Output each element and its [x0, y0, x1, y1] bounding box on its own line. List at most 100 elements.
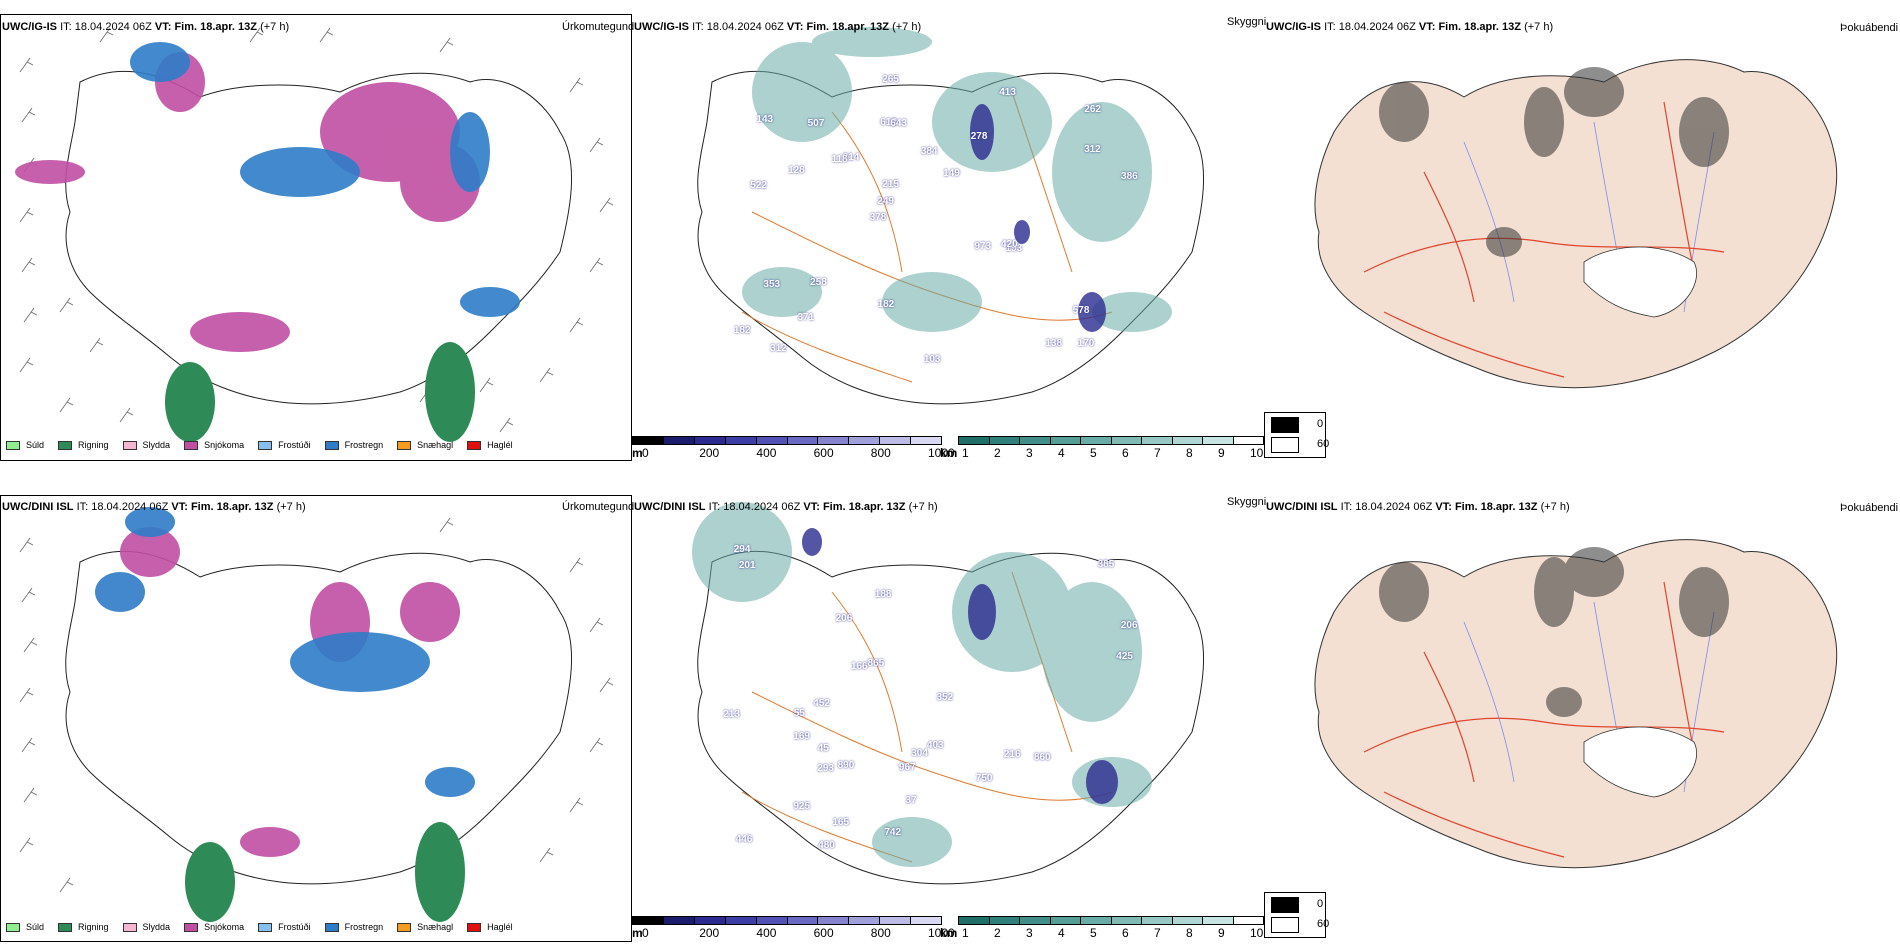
legend-label: Snjókoma	[204, 922, 245, 932]
cloud-base-label: 385	[1097, 558, 1115, 570]
cloud-base-label: 507	[807, 118, 825, 129]
legend-label: Rigning	[78, 440, 109, 450]
cloud-base-label: 304	[911, 747, 928, 759]
cloud-base-label: 55	[793, 708, 805, 720]
legend-swatch	[467, 922, 482, 932]
legend-swatch	[184, 440, 199, 450]
colorbar-cell	[849, 917, 881, 924]
legend-swatch	[184, 922, 199, 932]
legend-swatch	[258, 440, 273, 450]
colorbar-unit: km	[940, 926, 958, 940]
colorbar-tick: 1000	[928, 926, 955, 940]
colorbar-cell	[911, 917, 942, 924]
precip-title-bottom: Úrkomutegund	[562, 501, 635, 513]
legend-item: Snjókoma	[184, 922, 244, 932]
fog-panel-bottom: Þokuábendi	[1264, 492, 1900, 942]
wind-barbs	[19, 27, 614, 433]
cloud-base-label: 128	[788, 165, 805, 177]
colorbar-cell	[818, 917, 850, 924]
fog-legend-top: 0 60	[1264, 412, 1330, 458]
vt-value: Fim. 18.apr. 13Z	[174, 21, 257, 33]
header-fog-top: UWC/IG-IS IT: 18.04.2024 06Z VT: Fim. 18…	[1266, 21, 1553, 33]
it-value: 18.04.2024 06Z	[1355, 501, 1433, 513]
roads	[1363, 581, 1725, 858]
vt-label: VT:	[154, 21, 172, 33]
visibility-colorbar-top	[958, 436, 1264, 445]
precip-legend-top: Súld Rigning Slydda Snjókoma Frostúði Frostre…	[6, 440, 521, 450]
visibility-shading	[742, 27, 1172, 332]
cloud-base-label: 384	[920, 146, 938, 158]
cloud-base-label: 213	[723, 708, 740, 720]
colorbar-cell	[756, 917, 788, 924]
precip-legend-bottom: Súld Rigning Slydda Snjókoma Frostúði Frostre…	[6, 922, 521, 932]
colorbar-tick: 2	[994, 926, 1001, 940]
map-frame	[0, 14, 632, 461]
cloud-base-label: 103	[923, 354, 941, 366]
snow-areas	[15, 52, 480, 352]
visibility-title-bottom: Skyggni	[1227, 496, 1267, 508]
colorbar-cell	[1081, 437, 1112, 444]
legend-swatch	[258, 922, 273, 932]
colorbar-cell	[694, 917, 726, 924]
legend-item: Súld	[6, 440, 44, 450]
lead-time: (+7 h)	[1524, 21, 1554, 33]
legend-item: Rigning	[58, 440, 109, 450]
visibility-panel-bottom: Skyggni	[632, 492, 1267, 942]
vt-label: VT:	[1418, 21, 1436, 33]
colorbar-tick: 4	[1058, 446, 1065, 460]
cloud-base-label: 446	[735, 833, 753, 845]
cloud-base-label: 206	[835, 612, 853, 624]
cloud-base-label: 143	[756, 114, 774, 126]
colorbar-tick: 200	[699, 926, 720, 940]
header-precip-top: UWC/IG-IS IT: 18.04.2024 06Z VT: Fim. 18…	[2, 21, 289, 33]
colorbar-tick: 8	[1186, 446, 1193, 460]
colorbar-cell	[959, 437, 990, 444]
cloud-base-label: 214	[842, 152, 860, 164]
legend-item: Frostregn	[324, 922, 384, 932]
cloud-base-label: 169	[793, 730, 810, 742]
colorbar-tick: 1	[962, 446, 969, 460]
legend-swatch	[324, 440, 339, 450]
colorbar-tick: 600	[813, 446, 834, 460]
freezing-rain-areas	[95, 507, 475, 797]
cloud-base-label: 182	[733, 324, 751, 336]
model-name: UWC/IG-IS	[2, 21, 57, 33]
fog-legend-label: 60	[1317, 438, 1330, 450]
colorbar-tick: 400	[756, 926, 777, 940]
cloud-base-labels-top: 170 522 262 378 278 312 612 384 353 214 182 371 643 1…	[632, 12, 1264, 432]
lead-time: (+7 h)	[1540, 501, 1570, 513]
colorbar-cell	[1020, 917, 1051, 924]
fog-panel-top: Þokuábendi	[1264, 12, 1900, 462]
legend-label: Frostúði	[278, 922, 311, 932]
cloud-base-label: 166	[850, 660, 868, 672]
cloud-base-colorbar-bottom	[632, 916, 942, 925]
visibility-map	[692, 502, 1205, 885]
header-visibility-top: UWC/IG-IS IT: 18.04.2024 06Z VT: Fim. 18…	[634, 21, 921, 33]
rain-areas	[185, 822, 465, 922]
it-value: 18.04.2024 06Z	[74, 21, 152, 33]
legend-label: Frostregn	[344, 922, 384, 932]
colorbar-tick: 1000	[928, 446, 955, 460]
legend-swatch	[6, 922, 20, 932]
cloud-base-label: 294	[733, 543, 751, 555]
visibility-panel-top: Skyggni	[632, 12, 1266, 462]
cloud-base-label: 420	[1000, 239, 1018, 251]
cloud-base-label: 118	[831, 154, 848, 166]
cloud-base-label: 865	[867, 657, 885, 669]
cloud-base-label: 403	[926, 740, 944, 752]
colorbar-tick: 800	[870, 926, 891, 940]
cloud-base-label: 37	[905, 795, 917, 807]
colorbar-cell	[911, 437, 942, 444]
colorbar-cell	[1050, 437, 1081, 444]
colorbar-tick: 3	[1026, 446, 1033, 460]
cloud-base-label: 643	[890, 117, 907, 129]
colorbar-tick: 8	[1186, 926, 1193, 940]
colorbar-cell	[1172, 437, 1203, 444]
freezing-rain-areas	[130, 42, 520, 317]
fog-legend-swatch	[1271, 897, 1299, 913]
snow-areas	[120, 527, 460, 857]
legend-item: Frostregn	[324, 440, 383, 450]
visibility-map	[697, 27, 1205, 405]
colorbar-tick: 3	[1026, 926, 1033, 940]
header-precip-bottom: UWC/DINI ISL IT: 18.04.2024 06Z VT: Fim.…	[2, 501, 306, 513]
